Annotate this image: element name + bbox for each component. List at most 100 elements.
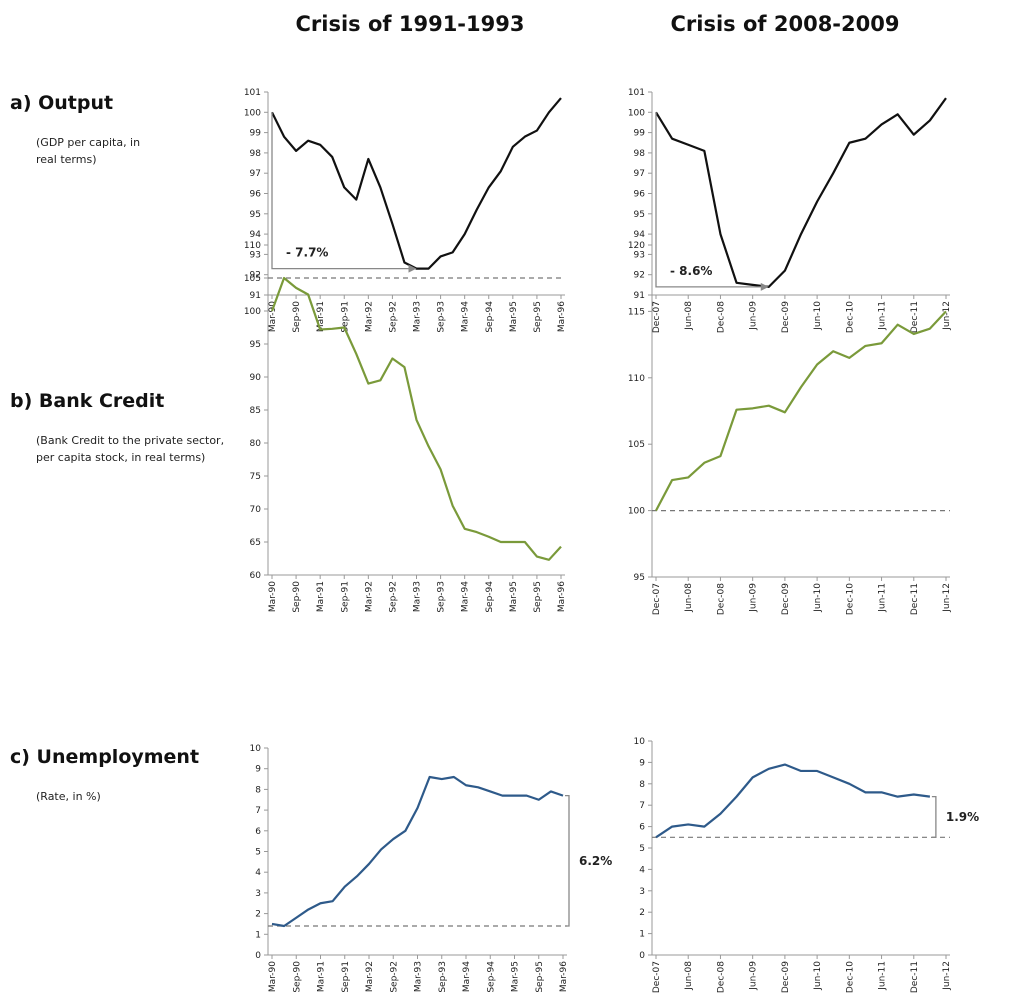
- x-tick-label: Dec-11: [910, 961, 920, 993]
- x-tick-label: Dec-10: [845, 301, 855, 333]
- y-tick-label: 99: [634, 129, 646, 139]
- y-tick-label: 10: [250, 744, 262, 754]
- y-tick-label: 0: [255, 951, 261, 961]
- x-tick-label: Sep-95: [533, 301, 543, 333]
- annotation: - 7.7%: [286, 246, 328, 260]
- x-tick-label: Jun-08: [684, 961, 694, 991]
- x-tick-label: Sep-92: [389, 961, 399, 993]
- x-tick-label: Sep-92: [388, 301, 398, 333]
- y-tick-label: 8: [639, 780, 645, 790]
- y-tick-label: 100: [244, 108, 261, 118]
- y-tick-label: 92: [634, 271, 645, 281]
- x-tick-label: Jun-09: [749, 583, 759, 613]
- y-tick-label: 2: [639, 908, 645, 918]
- x-tick-label: Sep-95: [535, 961, 545, 993]
- x-tick-label: Sep-94: [485, 301, 495, 333]
- y-tick-label: 3: [639, 887, 645, 897]
- row-note: (Bank Credit to the private sector, per …: [36, 434, 225, 464]
- x-tick-label: Dec-09: [781, 583, 791, 615]
- x-tick-label: Jun-08: [684, 301, 694, 331]
- x-tick-label: Mar-90: [268, 301, 278, 332]
- x-tick-label: Mar-92: [365, 961, 375, 992]
- x-tick-label: Mar-93: [413, 581, 423, 612]
- x-tick-label: Dec-10: [845, 583, 855, 615]
- x-tick-label: Mar-91: [316, 301, 326, 332]
- x-tick-label: Dec-11: [910, 583, 920, 615]
- x-tick-label: Mar-95: [511, 961, 521, 992]
- x-tick-label: Sep-92: [388, 581, 398, 613]
- y-tick-label: 95: [250, 210, 261, 220]
- x-tick-label: Mar-94: [462, 961, 472, 992]
- y-tick-label: 95: [634, 573, 645, 583]
- data-line: [655, 97, 947, 288]
- annotation: - 8.6%: [670, 264, 712, 278]
- x-tick-label: Jun-10: [813, 961, 823, 991]
- annotation-bracket: [565, 794, 570, 927]
- column-title: Crisis of 1991-1993: [295, 12, 525, 36]
- y-tick-label: 97: [250, 169, 261, 179]
- y-tick-label: 95: [634, 210, 645, 220]
- x-tick-label: Sep-95: [533, 581, 543, 613]
- y-tick-label: 60: [250, 571, 262, 581]
- x-tick-label: Dec-08: [716, 961, 726, 993]
- x-tick-label: Jun-10: [813, 301, 823, 331]
- x-tick-label: Mar-96: [557, 581, 567, 612]
- y-tick-label: 91: [250, 291, 261, 301]
- y-tick-label: 4: [639, 865, 645, 875]
- x-tick-label: Dec-08: [716, 583, 726, 615]
- y-tick-label: 6: [639, 823, 645, 833]
- data-line: [655, 310, 947, 512]
- y-tick-label: 80: [250, 439, 262, 449]
- x-tick-label: Mar-94: [461, 301, 471, 332]
- row-note: (GDP per capita, in real terms): [36, 136, 141, 166]
- annotation-arrow: [271, 112, 409, 270]
- y-tick-label: 99: [250, 129, 262, 139]
- x-tick-label: Jun-12: [942, 583, 952, 613]
- y-tick-label: 93: [634, 250, 645, 260]
- data-line: [270, 276, 562, 561]
- annotation: 1.9%: [946, 810, 979, 824]
- y-tick-label: 100: [628, 108, 645, 118]
- x-tick-label: Dec-11: [910, 301, 920, 333]
- y-tick-label: 96: [634, 190, 646, 200]
- y-tick-label: 70: [250, 505, 262, 515]
- row-note: (Rate, in %): [36, 790, 101, 803]
- x-tick-label: Mar-90: [268, 581, 278, 612]
- x-tick-label: Mar-95: [509, 581, 519, 612]
- x-tick-label: Jun-09: [749, 961, 759, 991]
- x-tick-label: Mar-91: [317, 961, 327, 992]
- y-tick-label: 96: [250, 190, 262, 200]
- x-tick-label: Sep-90: [292, 581, 302, 613]
- y-tick-label: 2: [255, 910, 261, 920]
- x-tick-label: Jun-11: [878, 961, 888, 991]
- annotation-arrow: [655, 112, 761, 288]
- x-tick-label: Mar-96: [559, 961, 569, 992]
- y-tick-label: 95: [250, 340, 261, 350]
- annotation: 6.2%: [579, 854, 612, 868]
- y-tick-label: 105: [628, 440, 645, 450]
- y-tick-label: 10: [634, 737, 646, 747]
- x-tick-label: Dec-07: [652, 961, 662, 993]
- y-tick-label: 9: [255, 765, 261, 775]
- x-tick-label: Sep-93: [437, 301, 447, 333]
- x-tick-label: Jun-11: [878, 301, 888, 331]
- y-tick-label: 6: [255, 827, 261, 837]
- x-tick-label: Sep-94: [486, 961, 496, 993]
- x-tick-label: Jun-08: [684, 583, 694, 613]
- data-line: [271, 97, 562, 270]
- y-tick-label: 98: [250, 149, 262, 159]
- x-tick-label: Mar-90: [268, 961, 278, 992]
- y-tick-label: 98: [634, 149, 646, 159]
- y-tick-label: 92: [250, 271, 261, 281]
- x-tick-label: Mar-94: [461, 581, 471, 612]
- x-tick-label: Sep-91: [340, 581, 350, 613]
- x-tick-label: Mar-93: [414, 961, 424, 992]
- y-tick-label: 115: [628, 307, 645, 317]
- y-tick-label: 1: [639, 930, 645, 940]
- y-tick-label: 120: [628, 241, 645, 251]
- y-tick-label: 5: [255, 848, 261, 858]
- y-tick-label: 101: [628, 88, 645, 98]
- y-tick-label: 7: [639, 801, 645, 811]
- x-tick-label: Mar-92: [364, 301, 374, 332]
- x-tick-label: Sep-93: [437, 581, 447, 613]
